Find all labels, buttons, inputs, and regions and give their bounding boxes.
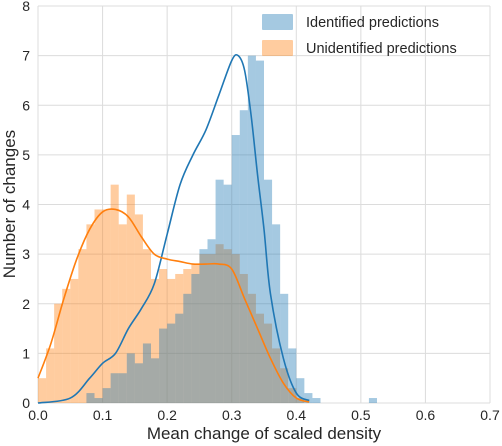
unidentified-kde-line [37,208,310,403]
tick-labels: 0.0 0.1 0.2 0.3 0.4 0.5 0.6 0.7 0 1 2 3 4 5 6 7 8 [22,0,500,423]
identified-bar [118,373,127,403]
legend: Identified predictions Unidentified pred… [262,14,457,57]
unidentified-bar [86,224,95,403]
identified-bar [264,179,273,403]
unidentified-bar [70,278,79,403]
unidentified-bar [110,184,119,403]
identified-bar [167,323,176,403]
identified-bar [304,393,313,403]
legend-swatch-unidentified [262,40,293,56]
unidentified-bar [272,348,281,403]
unidentified-bar [159,269,168,403]
identified-bar [102,388,111,403]
identified-bar [368,398,377,403]
unidentified-bar [255,313,264,403]
x-tick-label: 0.0 [28,407,48,423]
identified-bar [199,249,208,403]
unidentified-bar [191,264,200,403]
kde-lines [37,53,310,404]
identified-bar [239,110,248,404]
y-tick-label: 4 [22,197,30,213]
unidentified-bar [264,323,273,403]
legend-label-identified: Identified predictions [306,15,439,31]
unidentified-bar [183,269,192,403]
unidentified-bar [94,209,103,403]
unidentified-bar [199,254,208,403]
x-tick-label: 0.5 [351,407,371,423]
identified-kde-line [37,53,310,404]
identified-bar [312,398,321,403]
unidentified-bar [142,249,151,403]
x-tick-label: 0.1 [93,407,113,423]
y-tick-label: 1 [22,345,30,361]
identified-bar [175,313,184,403]
unidentified-bar [102,209,111,403]
identified-bar [159,328,168,403]
identified-bar [142,343,151,403]
unidentified-bar [126,194,135,403]
unidentified-bar [46,348,55,403]
y-tick-label: 0 [22,395,30,411]
identified-bar [231,135,240,403]
unidentified-bar [78,249,87,403]
identified-bar [134,363,143,403]
identified-bar [207,239,216,403]
y-tick-label: 8 [22,0,30,14]
identified-bar [288,348,297,403]
identified-bar [94,398,103,403]
unidentified-bar [167,278,176,403]
identified-bar [126,353,135,403]
unidentified-bar [247,293,256,403]
identified-bar [255,60,264,404]
identified-bar [86,393,95,403]
identified-bar [183,293,192,403]
y-tick-label: 7 [22,48,30,64]
unidentified-bar [118,224,127,403]
unidentified-bar [38,378,47,403]
y-tick-label: 3 [22,246,30,262]
unidentified-bar [62,288,71,403]
unidentified-bar [231,254,240,403]
x-tick-label: 0.3 [222,407,242,423]
x-tick-label: 0.7 [480,407,500,423]
x-tick-label: 0.6 [416,407,436,423]
unidentified-bar [134,214,143,403]
y-tick-label: 2 [22,296,30,312]
identified-bar [191,273,200,403]
unidentified-bar [151,278,160,403]
unidentified-bar [54,303,63,403]
unidentified-bar [207,254,216,403]
identified-bar [110,373,119,403]
y-axis-label: Number of changes [0,130,19,278]
identified-bar [151,358,160,403]
unidentified-bar [239,273,248,403]
identified-bar [272,224,281,403]
legend-swatch-identified [262,14,293,30]
identified-bar [247,55,256,403]
histogram-bars [38,55,377,404]
identified-bar [296,378,305,403]
unidentified-bar [223,249,232,403]
gridlines [37,5,491,404]
y-tick-label: 6 [22,97,30,113]
x-tick-label: 0.2 [157,407,177,423]
x-axis-label: Mean change of scaled density [147,424,382,443]
y-tick-label: 5 [22,147,30,163]
unidentified-bar [175,273,184,403]
identified-bar [280,293,289,403]
identified-bar [223,184,232,403]
identified-bar [215,179,224,403]
x-tick-label: 0.4 [287,407,307,423]
legend-label-unidentified: Unidentified predictions [306,41,457,57]
unidentified-bar [215,244,224,403]
